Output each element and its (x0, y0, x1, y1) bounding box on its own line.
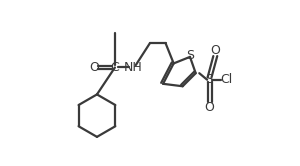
Text: C: C (110, 61, 119, 74)
Text: O: O (205, 101, 214, 114)
Text: O: O (89, 61, 99, 74)
Text: S: S (206, 73, 214, 86)
Text: NH: NH (124, 61, 142, 74)
Text: O: O (210, 44, 220, 57)
Text: Cl: Cl (220, 73, 233, 86)
Text: S: S (187, 49, 194, 62)
